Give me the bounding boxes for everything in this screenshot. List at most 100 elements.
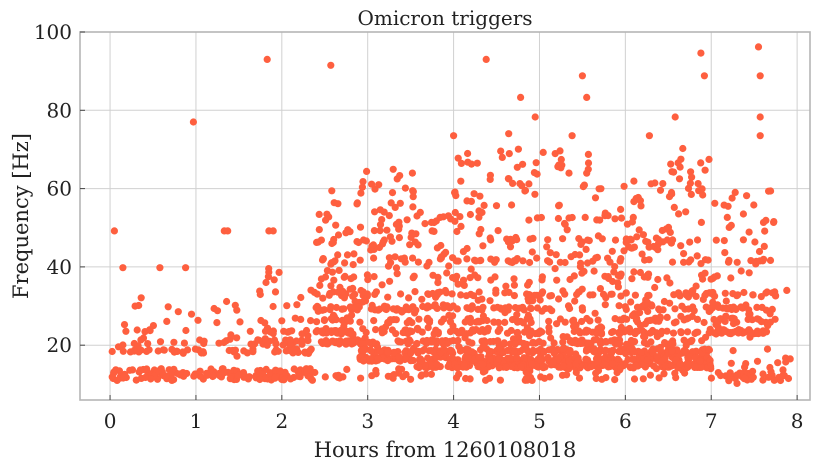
trigger-point <box>348 311 356 319</box>
trigger-point <box>666 228 674 236</box>
trigger-point <box>575 235 583 243</box>
trigger-point <box>764 373 773 381</box>
trigger-point <box>636 268 645 277</box>
trigger-point <box>594 316 602 324</box>
trigger-point <box>308 376 316 384</box>
trigger-point <box>407 375 415 383</box>
trigger-point <box>376 227 384 235</box>
trigger-point <box>609 328 617 336</box>
trigger-point <box>413 212 421 220</box>
trigger-point <box>412 306 420 314</box>
trigger-point <box>108 347 116 356</box>
trigger-point <box>137 294 145 302</box>
trigger-point <box>480 337 489 345</box>
trigger-point <box>315 210 323 218</box>
trigger-point <box>517 93 525 101</box>
trigger-point <box>371 290 379 298</box>
trigger-point <box>611 236 620 244</box>
trigger-point <box>637 348 645 356</box>
trigger-point <box>378 281 386 289</box>
trigger-point <box>653 353 661 361</box>
trigger-point <box>686 179 695 187</box>
trigger-point <box>370 273 378 281</box>
trigger-point <box>466 316 474 324</box>
trigger-point <box>531 190 539 198</box>
trigger-point <box>753 315 761 323</box>
trigger-point <box>672 318 680 326</box>
trigger-point <box>658 226 666 235</box>
trigger-point <box>565 357 573 365</box>
trigger-point <box>143 347 151 355</box>
trigger-point <box>727 221 735 229</box>
trigger-point <box>547 292 556 300</box>
trigger-point <box>330 276 338 284</box>
trigger-point <box>328 259 336 267</box>
trigger-point <box>570 272 578 280</box>
trigger-point <box>475 230 483 238</box>
trigger-point <box>701 269 709 277</box>
trigger-point <box>423 336 431 345</box>
trigger-point <box>495 355 503 363</box>
trigger-point <box>596 216 604 224</box>
trigger-point <box>693 236 702 244</box>
trigger-point <box>632 327 640 335</box>
trigger-point <box>513 354 521 362</box>
trigger-point <box>446 318 454 326</box>
trigger-point <box>332 303 341 312</box>
trigger-point <box>582 355 590 363</box>
trigger-point <box>578 317 586 326</box>
trigger-point <box>711 199 719 207</box>
trigger-point <box>517 363 525 371</box>
trigger-point <box>756 257 764 265</box>
trigger-point <box>456 213 464 221</box>
trigger-point <box>141 373 149 382</box>
trigger-point <box>479 343 487 351</box>
trigger-point <box>784 374 793 383</box>
trigger-point <box>607 337 615 345</box>
trigger-point <box>506 354 514 362</box>
trigger-point <box>462 292 470 300</box>
trigger-point <box>415 315 423 323</box>
trigger-point <box>500 339 508 347</box>
trigger-point <box>502 363 510 371</box>
trigger-point <box>647 328 655 337</box>
trigger-point <box>496 376 504 384</box>
trigger-point <box>685 258 693 266</box>
x-tick-label: 3 <box>361 409 374 433</box>
trigger-point <box>739 210 748 218</box>
trigger-point <box>520 340 528 348</box>
trigger-point <box>584 159 593 167</box>
trigger-point <box>409 274 417 282</box>
trigger-point <box>519 257 527 265</box>
trigger-point <box>615 347 623 355</box>
trigger-point <box>578 72 587 80</box>
trigger-point <box>340 273 348 281</box>
trigger-point <box>597 185 605 193</box>
trigger-point <box>666 279 674 287</box>
trigger-point <box>529 339 537 347</box>
trigger-point <box>563 226 571 234</box>
trigger-point <box>332 221 340 229</box>
trigger-point <box>486 234 494 242</box>
trigger-point <box>463 255 471 263</box>
trigger-point <box>451 188 459 196</box>
trigger-point <box>693 252 701 260</box>
trigger-point <box>629 355 637 363</box>
trigger-point <box>385 254 393 262</box>
trigger-point <box>391 253 399 261</box>
trigger-point <box>658 357 666 365</box>
trigger-point <box>657 330 665 338</box>
trigger-point <box>395 365 403 373</box>
trigger-point <box>441 286 449 295</box>
trigger-point <box>771 292 780 300</box>
trigger-point <box>200 337 208 345</box>
trigger-point <box>733 292 741 300</box>
trigger-point <box>513 311 521 319</box>
trigger-point <box>640 339 649 347</box>
trigger-point <box>350 250 358 258</box>
trigger-point <box>462 374 470 383</box>
trigger-point <box>783 286 791 294</box>
trigger-point <box>380 208 388 216</box>
trigger-point <box>756 132 764 140</box>
trigger-point <box>701 166 709 174</box>
